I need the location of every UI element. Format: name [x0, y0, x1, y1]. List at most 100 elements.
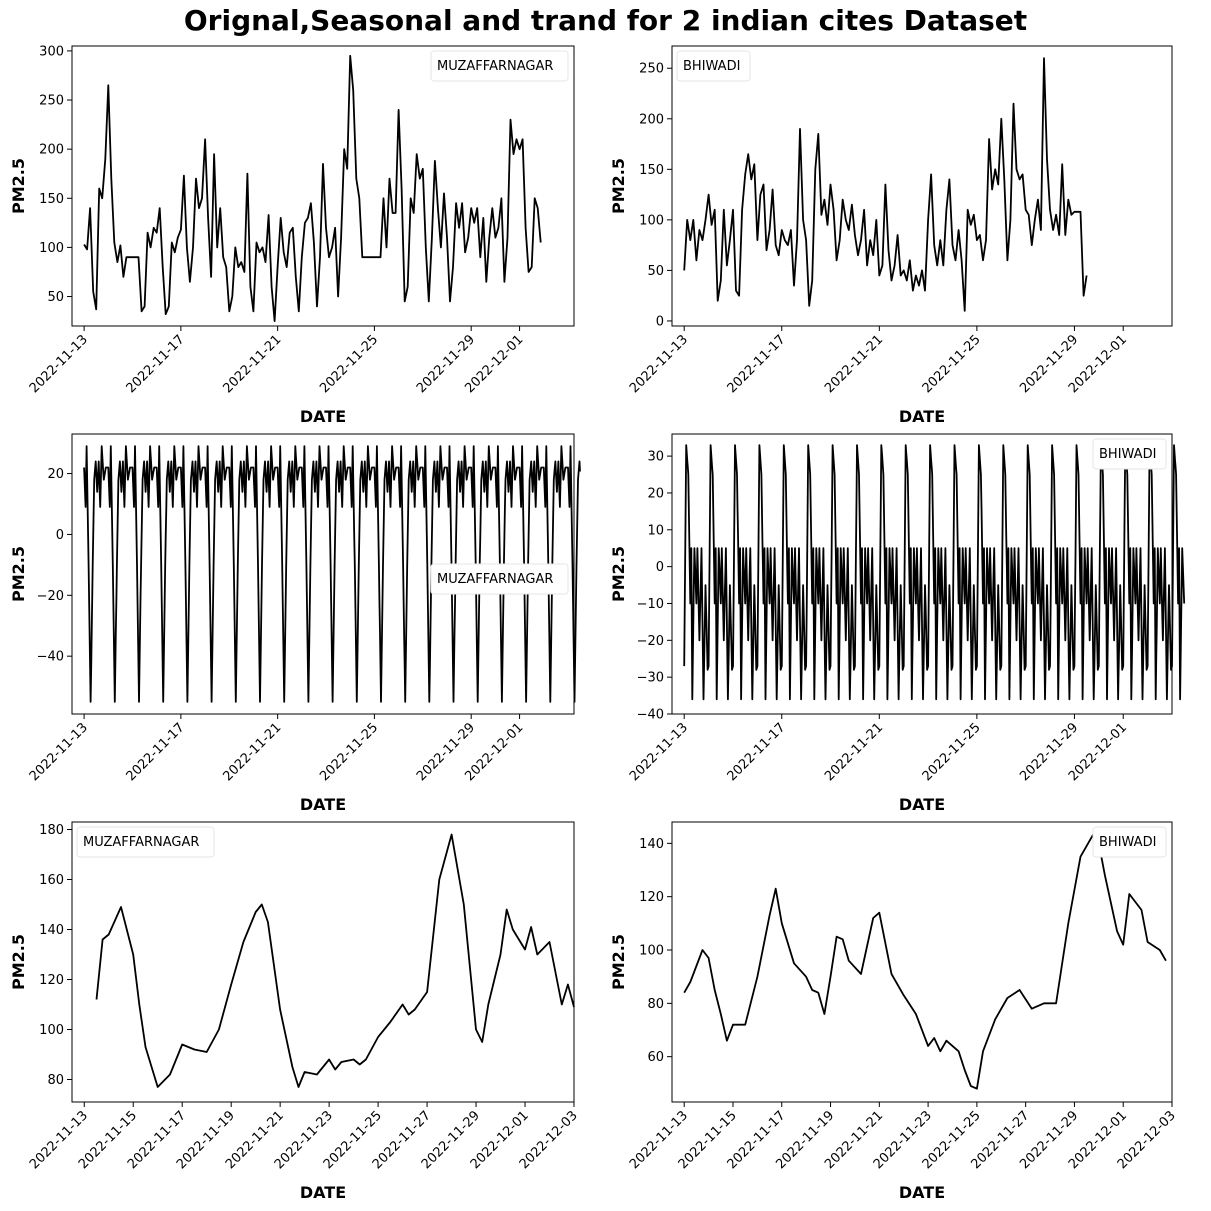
legend-label: MUZAFFARNAGAR — [437, 59, 553, 74]
x-tick-label: 2022-11-13 — [627, 720, 691, 784]
y-tick-label: −20 — [37, 589, 64, 604]
y-tick-label: 30 — [647, 450, 664, 465]
subplot-r2c2: −40 −30 −20 −10 0 10 20 30 2022-11-13 2022-11-17 2… — [609, 433, 1186, 814]
subplot-r1c1: 50 100 150 200 250 300 2022-11-13 2022-11-17 202… — [9, 44, 575, 426]
x-tick-label: 2022-11-21 — [822, 332, 886, 396]
subplot-r2c1: −40 −20 0 20 2022-11-13 2022-11-17 2022-11-21 2… — [9, 433, 581, 814]
series-line — [83, 445, 581, 703]
legend: BHIWADI — [1092, 438, 1167, 470]
x-axis-label: DATE — [300, 407, 346, 426]
plot-frame — [71, 821, 575, 1103]
legend-box — [430, 50, 569, 82]
x-tick-label: 2022-11-13 — [627, 332, 691, 396]
x-tick-label: 2022-11-25 — [317, 720, 381, 784]
series-line — [683, 444, 1186, 701]
y-tick-label: 0 — [656, 560, 664, 575]
series-line — [95, 833, 575, 1088]
y-tick-label: 200 — [39, 143, 64, 158]
x-tick-label: 2022-11-25 — [317, 332, 381, 396]
y-tick-label: 100 — [39, 1023, 64, 1038]
y-tick-label: 60 — [647, 1050, 664, 1065]
y-tick-label: 140 — [639, 837, 664, 852]
legend-box — [1092, 438, 1167, 470]
y-axis-label: PM2.5 — [9, 158, 28, 214]
plot-frame — [71, 433, 575, 715]
y-tick-label: 80 — [647, 997, 664, 1012]
y-tick-label: −20 — [637, 634, 664, 649]
x-tick-label: 2022-11-21 — [220, 720, 284, 784]
y-tick-label: 100 — [639, 944, 664, 959]
subplot-r3c2: 60801001201402022-11-132022-11-152022-11… — [609, 821, 1179, 1202]
y-tick-label: 250 — [39, 94, 64, 109]
x-axis-label: DATE — [899, 407, 945, 426]
plot-frame — [671, 45, 1173, 327]
y-tick-label: −30 — [637, 671, 664, 686]
x-axis-label: DATE — [899, 795, 945, 814]
legend-label: BHIWADI — [683, 59, 740, 74]
y-tick-label: −10 — [637, 597, 664, 612]
x-tick-label: 2022-11-17 — [725, 332, 789, 396]
y-tick-label: 100 — [39, 241, 64, 256]
y-axis-label: PM2.5 — [9, 934, 28, 990]
subplot-r3c1: 801001201401601802022-11-132022-11-15202… — [9, 821, 581, 1202]
y-axis-label: PM2.5 — [9, 546, 28, 602]
y-tick-label: 50 — [47, 290, 64, 305]
series-line — [83, 54, 542, 322]
legend-box — [676, 50, 751, 82]
x-axis-label: DATE — [300, 795, 346, 814]
x-tick-label: 2022-11-25 — [920, 332, 984, 396]
y-tick-label: 0 — [656, 314, 664, 329]
legend: MUZAFFARNAGAR — [76, 826, 215, 858]
series-line — [683, 834, 1167, 1090]
legend-box — [76, 826, 215, 858]
y-tick-label: 140 — [39, 923, 64, 938]
y-tick-label: 20 — [47, 467, 64, 482]
y-axis-label: PM2.5 — [609, 546, 628, 602]
y-tick-label: −40 — [37, 650, 64, 665]
y-axis-label: PM2.5 — [609, 934, 628, 990]
y-tick-label: 250 — [639, 62, 664, 77]
x-axis-label: DATE — [300, 1183, 346, 1202]
legend-label: MUZAFFARNAGAR — [437, 572, 553, 587]
legend-label: BHIWADI — [1099, 447, 1156, 462]
y-tick-label: 20 — [647, 486, 664, 501]
x-tick-label: 2022-11-21 — [220, 332, 284, 396]
legend: MUZAFFARNAGAR — [430, 563, 569, 595]
legend-box — [430, 563, 569, 595]
x-tick-label: 2022-11-25 — [920, 720, 984, 784]
legend-label: MUZAFFARNAGAR — [83, 835, 199, 850]
y-tick-label: 120 — [39, 973, 64, 988]
subplot-r1c2: 0 50 100 150 200 250 2022-11-13 2022-11-17 2022-… — [609, 45, 1173, 426]
y-tick-label: 0 — [56, 528, 64, 543]
y-tick-label: 150 — [39, 192, 64, 207]
y-tick-label: 10 — [647, 523, 664, 538]
x-tick-label: 2022-11-17 — [124, 720, 188, 784]
y-axis-label: PM2.5 — [609, 158, 628, 214]
y-tick-label: 300 — [39, 44, 64, 59]
x-tick-label: 2022-11-17 — [725, 720, 789, 784]
legend-label: BHIWADI — [1099, 835, 1156, 850]
figure-title: Orignal,Seasonal and trand for 2 indian … — [183, 4, 1028, 37]
series-line — [683, 57, 1088, 312]
y-tick-label: 80 — [47, 1073, 64, 1088]
y-tick-label: 180 — [39, 823, 64, 838]
y-tick-label: 200 — [639, 112, 664, 127]
plot-frame — [671, 821, 1173, 1103]
plot-frame — [71, 45, 575, 327]
x-tick-label: 2022-11-13 — [27, 332, 91, 396]
x-axis-label: DATE — [899, 1183, 945, 1202]
legend: BHIWADI — [676, 50, 751, 82]
legend: MUZAFFARNAGAR — [430, 50, 569, 82]
y-tick-label: 50 — [647, 264, 664, 279]
x-tick-label: 2022-11-13 — [27, 720, 91, 784]
legend: BHIWADI — [1092, 826, 1167, 858]
y-tick-label: 120 — [639, 890, 664, 905]
x-tick-label: 2022-11-21 — [822, 720, 886, 784]
y-tick-label: 100 — [639, 213, 664, 228]
y-tick-label: 160 — [39, 873, 64, 888]
legend-box — [1092, 826, 1167, 858]
y-tick-label: 150 — [639, 163, 664, 178]
x-tick-label: 2022-11-17 — [124, 332, 188, 396]
y-tick-label: −40 — [637, 708, 664, 723]
